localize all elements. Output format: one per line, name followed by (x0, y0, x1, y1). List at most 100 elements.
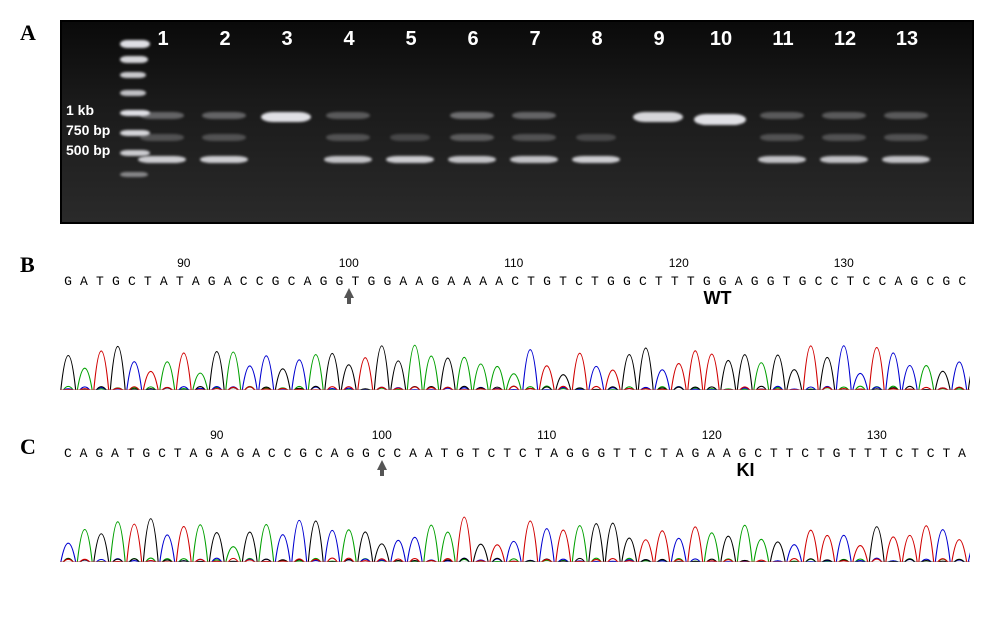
chrom-base-letter: C (154, 446, 170, 461)
gel-lane-number: 6 (442, 28, 504, 51)
gel-band (820, 156, 868, 163)
chrom-base-letter: G (379, 274, 395, 289)
chrom-base-letter: G (562, 446, 578, 461)
chrom-base-letter: G (747, 274, 763, 289)
gel-band (448, 156, 496, 163)
gel-band (138, 156, 186, 163)
chrom-base-letter: C (874, 274, 890, 289)
chrom-base-letter: T (468, 446, 484, 461)
gel-band (822, 134, 866, 141)
chrom-base-letter: G (619, 274, 635, 289)
chrom-base-letter: G (829, 446, 845, 461)
gel-lane-number: 8 (566, 28, 628, 51)
gel-band (200, 156, 248, 163)
chrom-base-letter: G (201, 446, 217, 461)
ladder-band (120, 150, 150, 156)
chrom-base-letter: A (327, 446, 343, 461)
chrom-trace-G (60, 346, 970, 390)
chrom-base-letter: T (860, 446, 876, 461)
chrom-base-letter: G (342, 446, 358, 461)
chrom-base-letter: A (188, 274, 204, 289)
chrom-base-letter: C (60, 446, 76, 461)
chrom-base-letter: G (233, 446, 249, 461)
chrom-base-letter: T (140, 274, 156, 289)
chrom-tick-number: 100 (339, 256, 359, 270)
chromatogram-b: 90100110120130 GATGCTATAGACCGCAGGTGGAAGA… (60, 256, 970, 396)
chrom-base-letter: A (156, 274, 172, 289)
chrom-base-letter: G (539, 274, 555, 289)
chrom-base-letter: C (827, 274, 843, 289)
chrom-base-letter: T (844, 446, 860, 461)
gel-lane-number: 10 (690, 28, 752, 51)
chrom-base-letter: G (715, 274, 731, 289)
gel-lane-number: 11 (752, 28, 814, 51)
gel-band (324, 156, 372, 163)
chrom-base-letter: T (651, 274, 667, 289)
chrom-base-letter: A (731, 274, 747, 289)
chrom-base-letter: T (609, 446, 625, 461)
gel-lane-number: 13 (876, 28, 938, 51)
gel-band (140, 134, 184, 141)
chrom-base-letter: G (795, 274, 811, 289)
gel-lane-number: 7 (504, 28, 566, 51)
gel-lane-number: 12 (814, 28, 876, 51)
chrom-base-letter: C (507, 274, 523, 289)
gel-band (572, 156, 620, 163)
chrom-base-letter: C (124, 274, 140, 289)
chrom-base-letter: G (603, 274, 619, 289)
chrom-base-letter: T (939, 446, 955, 461)
gel-band (510, 156, 558, 163)
chrom-base-letter: G (204, 274, 220, 289)
chrom-base-letter: A (76, 446, 92, 461)
chrom-tick-number: 100 (372, 428, 392, 442)
gel-band (202, 134, 246, 141)
chrom-base-letter: A (411, 274, 427, 289)
chrom-base-letter: T (531, 446, 547, 461)
chrom-b-ticks: 90100110120130 (60, 256, 970, 274)
figure: A 12345678910111213 1 kb750 bp500 bp B 9… (20, 20, 980, 568)
gel-band (140, 112, 184, 119)
chrom-base-letter: A (76, 274, 92, 289)
chrom-base-letter: T (766, 446, 782, 461)
gel-lane-number: 2 (194, 28, 256, 51)
chrom-base-letter: C (236, 274, 252, 289)
chrom-base-letter: G (331, 274, 347, 289)
chrom-base-letter: C (922, 274, 938, 289)
chrom-base-letter: A (395, 274, 411, 289)
chrom-base-letter: G (108, 274, 124, 289)
panel-label-a: A (20, 20, 36, 46)
gel-band (760, 112, 804, 119)
chrom-base-letter: G (60, 274, 76, 289)
chrom-tick-number: 120 (669, 256, 689, 270)
gel-band (512, 134, 556, 141)
chrom-b-arrow-icon (343, 288, 355, 304)
chromatogram-c: 90100110120130 CAGATGCTAGAGACCGCAGGCCAAT… (60, 428, 970, 568)
chrom-base-letter: C (280, 446, 296, 461)
chrom-base-letter: T (813, 446, 829, 461)
gel-lane-number: 1 (132, 28, 194, 51)
chrom-base-letter: C (389, 446, 405, 461)
chrom-base-letter: C (515, 446, 531, 461)
chrom-base-letter: G (735, 446, 751, 461)
gel-lane-number: 3 (256, 28, 318, 51)
chrom-b-sequence: GATGCTATAGACCGCAGGTGGAAGAAAACTGTCTGGCTTT… (60, 274, 970, 289)
panel-label-b: B (20, 252, 35, 278)
chrom-tick-number: 110 (537, 428, 556, 442)
chrom-base-letter: T (172, 274, 188, 289)
chrom-base-letter: G (427, 274, 443, 289)
gel-lane-labels: 12345678910111213 (62, 28, 972, 51)
gel-size-label: 500 bp (66, 143, 110, 157)
chrom-base-letter: A (405, 446, 421, 461)
chrom-base-letter: T (842, 274, 858, 289)
ladder-band (120, 72, 146, 78)
ladder-band (120, 172, 148, 177)
chrom-c-annotation: KI (737, 460, 755, 481)
chrom-tick-number: 130 (867, 428, 887, 442)
chrom-base-letter: C (954, 274, 970, 289)
panel-label-c: C (20, 434, 36, 460)
chrom-base-letter: C (797, 446, 813, 461)
chrom-base-letter: G (91, 446, 107, 461)
gel-size-label: 1 kb (66, 103, 94, 117)
chrom-base-letter: T (587, 274, 603, 289)
chrom-base-letter: A (954, 446, 970, 461)
